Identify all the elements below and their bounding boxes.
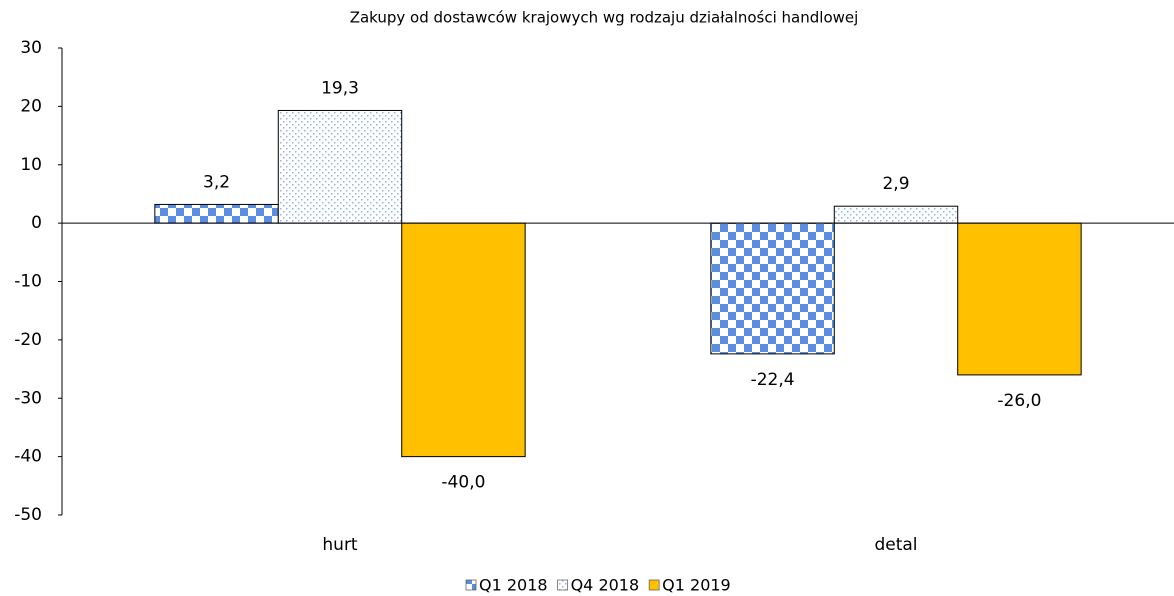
value-label: -26,0 xyxy=(997,391,1041,411)
legend-label: Q1 2018 xyxy=(479,576,548,595)
value-label: 2,9 xyxy=(882,174,909,194)
legend-swatch xyxy=(465,579,477,591)
y-tick-label: -20 xyxy=(14,330,42,350)
value-label: -40,0 xyxy=(441,473,485,493)
legend-label: Q4 2018 xyxy=(571,576,640,595)
y-tick-label: -30 xyxy=(14,388,42,408)
value-label: 3,2 xyxy=(203,172,230,192)
legend-swatch xyxy=(557,579,568,591)
y-tick-label: -50 xyxy=(14,505,42,525)
bar xyxy=(401,222,526,458)
y-tick-label: 30 xyxy=(20,38,42,58)
y-tick-label: -10 xyxy=(14,272,42,292)
bar xyxy=(154,203,279,224)
x-tick-label: detal xyxy=(874,535,917,555)
bar xyxy=(833,205,959,224)
bar xyxy=(710,222,835,355)
y-tick-label: 20 xyxy=(20,96,42,116)
y-tick-label: 0 xyxy=(31,213,42,233)
legend: Q1 2018 Q4 2018 Q1 2019 xyxy=(465,576,731,595)
legend-swatch xyxy=(648,579,660,591)
x-tick-label: hurt xyxy=(322,535,358,555)
y-tick-label: -40 xyxy=(14,447,42,467)
legend-label: Q1 2019 xyxy=(662,576,731,595)
value-label: -22,4 xyxy=(751,370,795,390)
bar xyxy=(277,109,403,224)
chart-title: Zakupy od dostawców krajowych wg rodzaju… xyxy=(350,9,859,27)
value-label: 19,3 xyxy=(321,78,359,98)
bar xyxy=(957,222,1082,376)
y-tick-label: 10 xyxy=(20,155,42,175)
